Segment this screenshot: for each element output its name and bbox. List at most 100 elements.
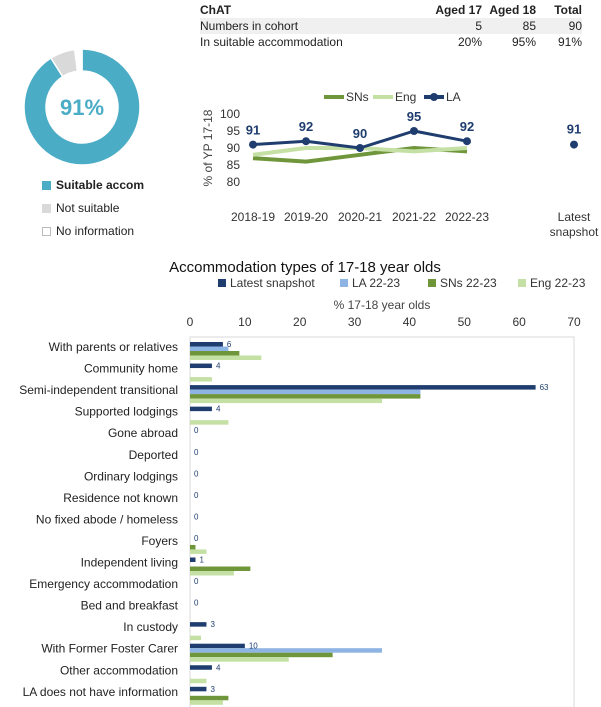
bar-data-label: 0	[194, 448, 199, 457]
bar-data-label: 0	[194, 512, 199, 521]
x-tick-label: 50	[458, 315, 472, 329]
x-tick-label: 20	[293, 315, 307, 329]
category-label: Emergency accommodation	[29, 577, 178, 591]
legend-label-eng: Eng	[395, 90, 416, 104]
bar-eng-22-23	[190, 678, 207, 684]
bar-legend-label: Eng 22-23	[530, 276, 586, 290]
la-point	[410, 127, 418, 135]
legend-marker-la	[430, 93, 438, 101]
bar-data-label: 4	[216, 405, 221, 414]
legend-label-sns: SNs	[346, 90, 369, 104]
bar-legend-swatch	[218, 279, 226, 287]
x-tick-label: 70	[567, 315, 581, 329]
donut-chart: 91%	[23, 48, 141, 166]
bar-latest-snapshot	[190, 342, 223, 347]
x-tick-label: 40	[403, 315, 417, 329]
bar-legend-label: Latest snapshot	[230, 276, 315, 290]
bar-eng-22-23	[190, 420, 229, 425]
latest-snapshot-label: 91	[567, 122, 581, 137]
latest-snapshot-point	[570, 140, 578, 149]
y-tick-label: 95	[227, 124, 241, 138]
table-header: Total	[554, 3, 582, 17]
table-row: In suitable accommodation 20% 95% 91%	[200, 34, 582, 50]
legend-swatch	[42, 226, 51, 236]
la-data-label: 92	[460, 119, 474, 134]
table-row: Numbers in cohort 5 85 90	[200, 18, 582, 34]
bar-data-label: 1	[199, 556, 204, 565]
category-label: Supported lodgings	[75, 405, 178, 419]
bar-data-label: 0	[194, 599, 199, 608]
table-cell: 85	[522, 19, 536, 33]
x-tick-label: 2022-23	[445, 210, 489, 224]
bar-legend-swatch	[518, 279, 526, 287]
x-axis-label: % 17-18 year olds	[334, 298, 431, 312]
line-legend: SNs Eng LA	[324, 90, 461, 104]
bar-data-label: 3	[210, 620, 215, 629]
y-tick-label: 80	[227, 175, 241, 189]
bar-eng-22-23	[190, 377, 212, 382]
donut-slice-3	[73, 48, 83, 73]
cohort-table: ChAT Aged 17 Aged 18 Total Numbers in co…	[200, 2, 582, 50]
y-tick-label: 85	[227, 158, 241, 172]
legend-label: Not suitable	[56, 201, 120, 215]
legend-swatch	[42, 180, 51, 190]
table-cell: In suitable accommodation	[200, 35, 343, 49]
legend-label: Suitable accom	[56, 178, 145, 192]
donut-center-label: 91%	[60, 95, 104, 120]
bar-legend-swatch	[428, 279, 436, 287]
legend-label-la: LA	[446, 90, 461, 104]
x-tick-label: 2021-22	[392, 210, 436, 224]
x-tick-label: 30	[348, 315, 362, 329]
bar-latest-snapshot	[190, 557, 196, 562]
la-data-label: 92	[299, 119, 313, 134]
bar-la-22-23	[190, 389, 421, 395]
bar-data-label: 0	[194, 577, 199, 586]
bar-eng-22-23	[190, 635, 201, 641]
bar-chart-title: Accommodation types of 17-18 year olds	[169, 259, 441, 276]
category-label: Bed and breakfast	[81, 599, 179, 613]
table-cell: 91%	[557, 35, 582, 49]
bar-la-22-23	[190, 648, 382, 653]
category-label: LA does not have information	[23, 685, 178, 699]
table-header: Aged 17	[435, 3, 482, 17]
bar-sns-22-23	[190, 652, 333, 658]
bar-legend-swatch	[340, 279, 348, 287]
la-data-label: 90	[353, 126, 367, 141]
y-axis-label: % of YP 17-18	[201, 109, 215, 186]
table-cell: 20%	[457, 35, 482, 49]
category-label: With Former Foster Carer	[41, 642, 178, 656]
bar-latest-snapshot	[190, 406, 212, 412]
x-tick-label-latest: Latest	[558, 210, 591, 224]
la-data-label: 95	[407, 109, 421, 124]
bar-latest-snapshot	[190, 385, 536, 390]
table-cell: Numbers in cohort	[200, 19, 299, 33]
bar-latest-snapshot	[190, 686, 207, 692]
bar-eng-22-23	[190, 700, 223, 705]
x-tick-label: 10	[238, 315, 252, 329]
accommodation-bar-chart: Accommodation types of 17-18 year oldsLa…	[19, 259, 586, 707]
category-label: Foyers	[141, 534, 178, 548]
x-tick-label: 0	[187, 315, 194, 329]
bar-sns-22-23	[190, 566, 251, 571]
bar-data-label: 0	[194, 491, 199, 500]
donut-slice-1	[23, 48, 141, 166]
la-point	[249, 140, 257, 149]
la-point	[302, 137, 310, 146]
bar-eng-22-23	[190, 355, 262, 360]
x-tick-label: 2018-19	[231, 210, 275, 224]
bar-legend-label: LA 22-23	[352, 276, 400, 290]
bar-data-label: 6	[227, 340, 232, 349]
category-label: In custody	[123, 620, 178, 634]
bar-latest-snapshot	[190, 665, 212, 670]
bar-sns-22-23	[190, 351, 240, 356]
bar-data-label: 3	[210, 685, 215, 694]
table-cell: 5	[475, 19, 482, 33]
category-label: With parents or relatives	[49, 340, 178, 354]
y-tick-label: 100	[220, 107, 240, 121]
category-label: Other accommodation	[60, 663, 178, 677]
category-label: Residence not known	[63, 491, 178, 505]
donut-legend-suitable: Suitable accom	[42, 178, 144, 192]
category-label: Community home	[84, 362, 178, 376]
bar-data-label: 63	[540, 383, 549, 392]
la-data-label: 91	[246, 123, 260, 138]
